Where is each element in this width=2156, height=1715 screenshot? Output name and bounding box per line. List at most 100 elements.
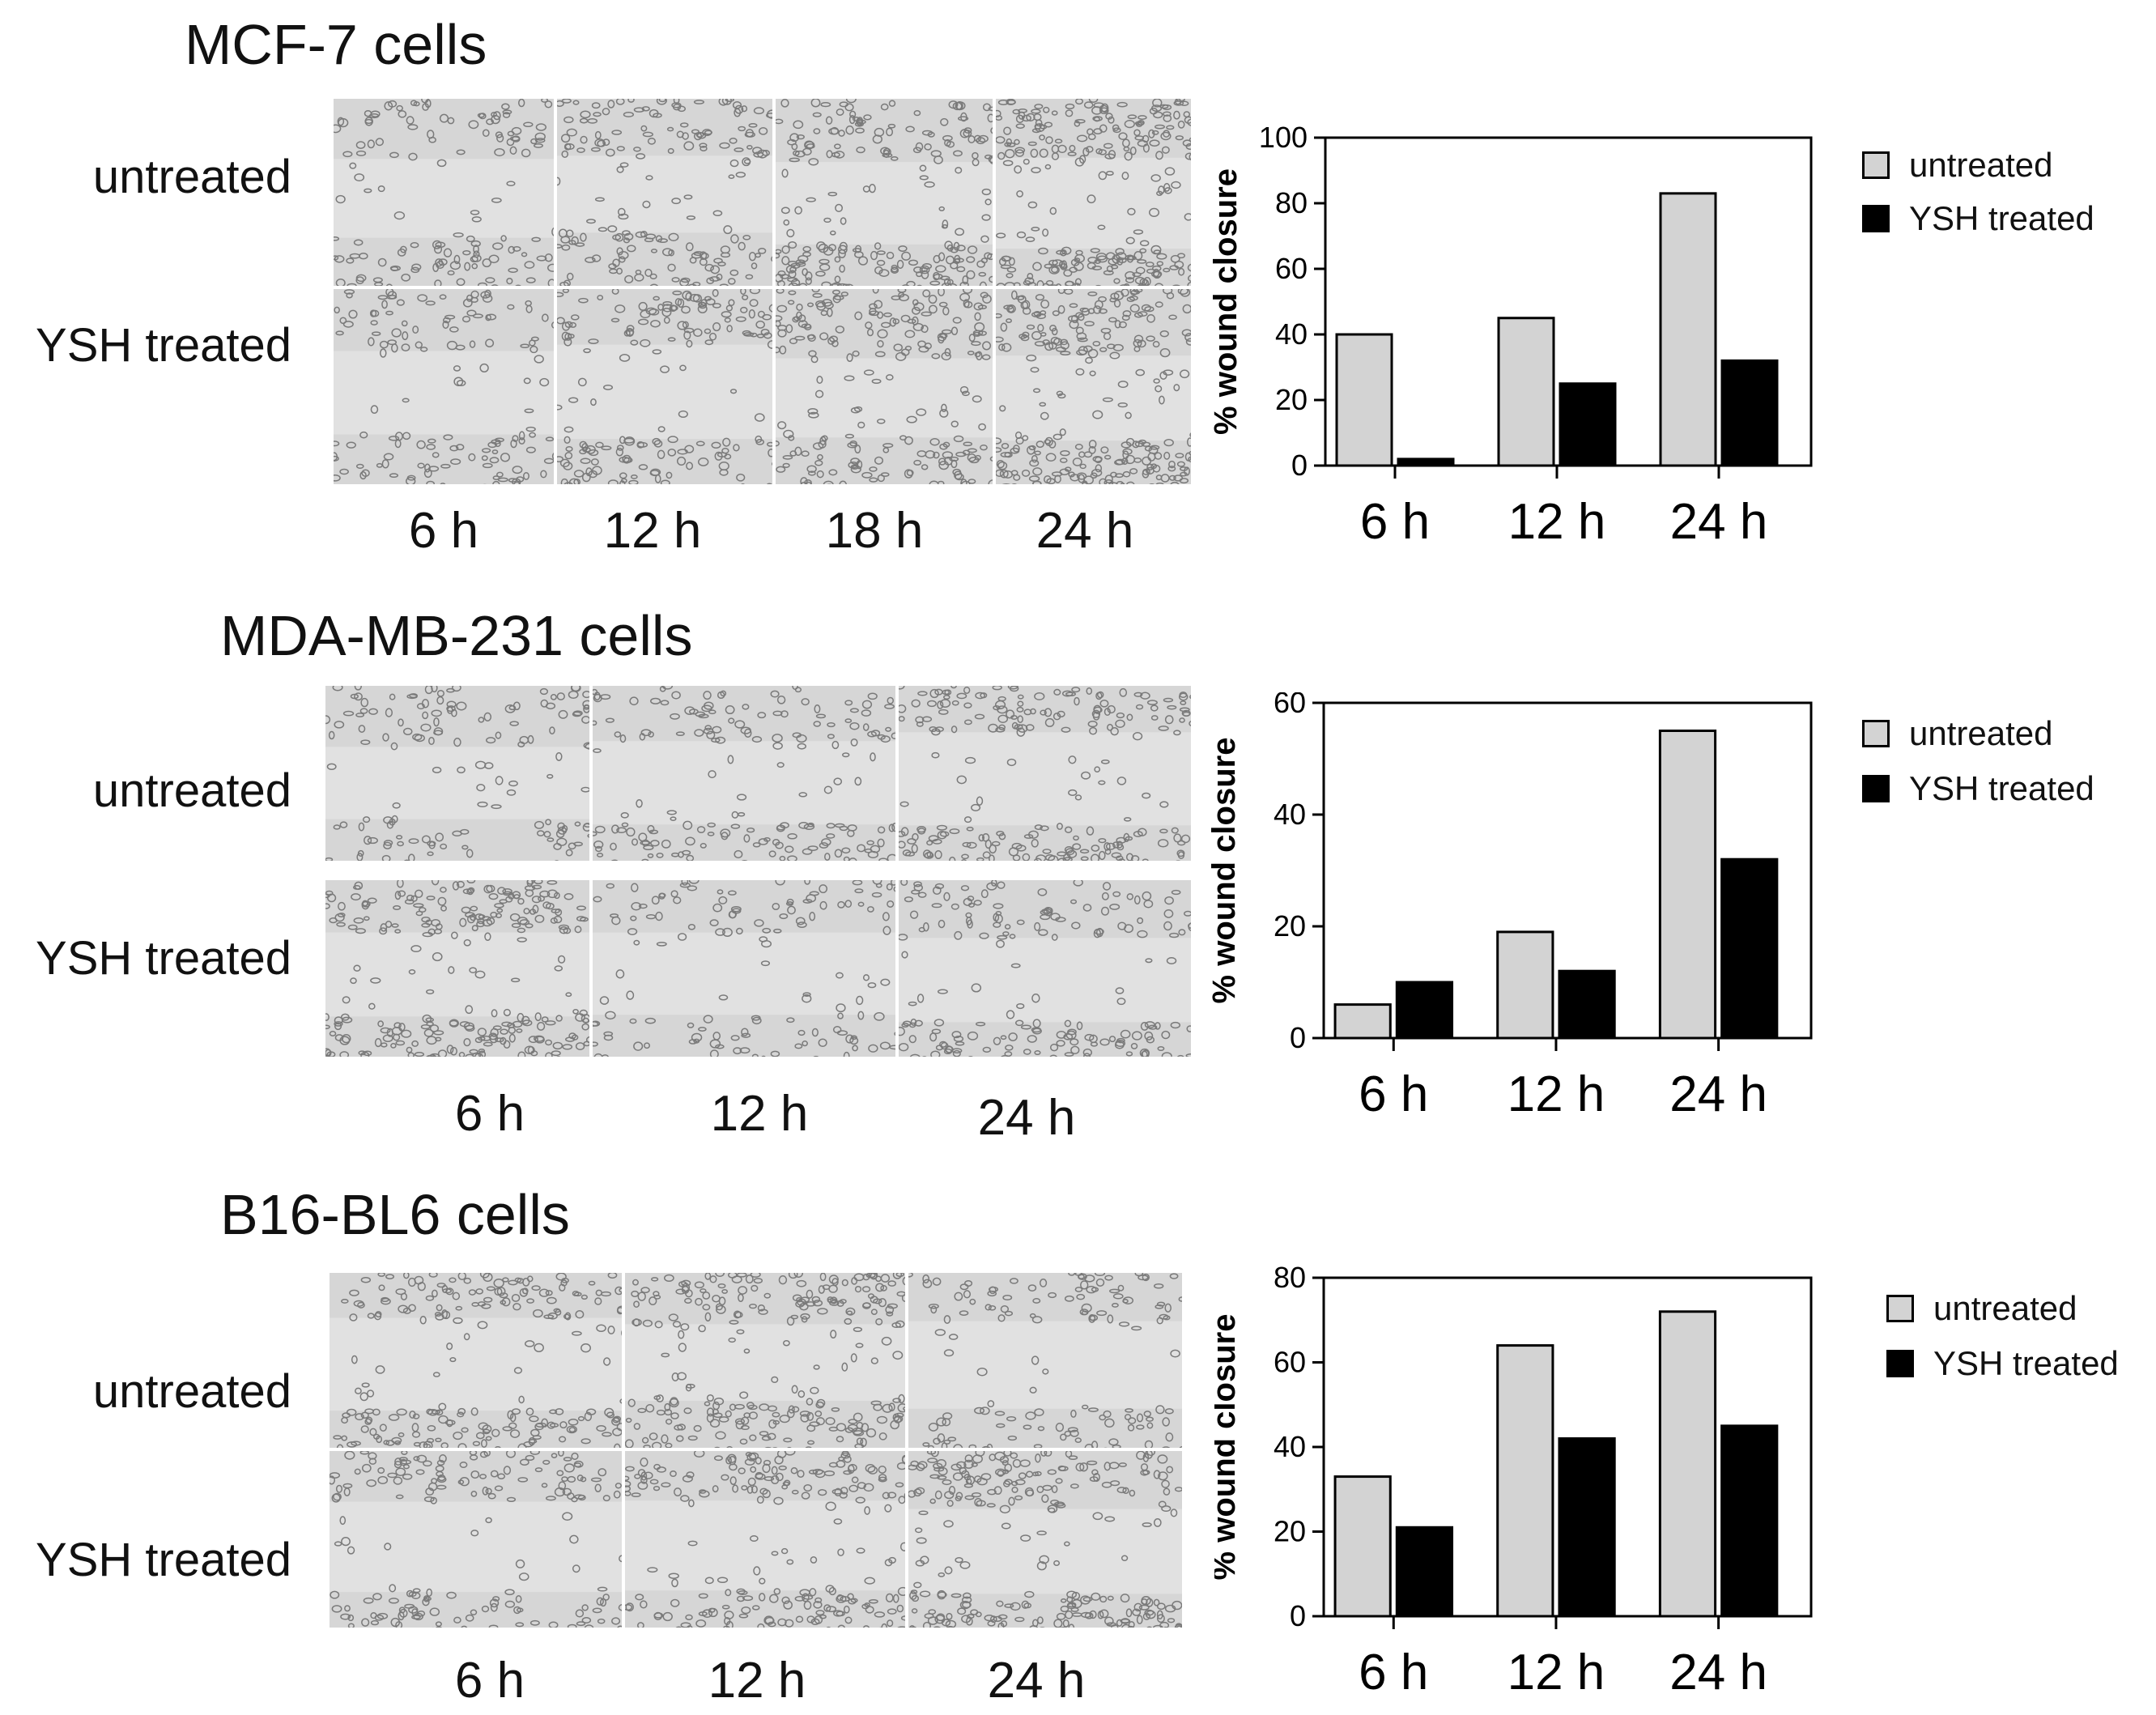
micrograph-texture xyxy=(593,880,895,1057)
micrograph-texture xyxy=(996,289,1191,484)
micrograph xyxy=(591,879,897,1058)
y-tick-label: 60 xyxy=(1275,252,1308,285)
x-tick-label: 12 h xyxy=(1508,494,1606,550)
time-label: 12 h xyxy=(708,1653,806,1709)
legend-label: untreated xyxy=(1933,1289,2077,1327)
micrograph xyxy=(774,287,994,486)
legend-label: YSH treated xyxy=(1909,769,2094,807)
bar-untreated-12h xyxy=(1497,317,1555,467)
legend-swatch xyxy=(1886,1350,1914,1377)
micrograph xyxy=(623,1449,907,1629)
x-tick-label: 6 h xyxy=(1359,1645,1428,1700)
legend-swatch xyxy=(1862,720,1890,747)
bar-chart-mdamb231: % wound closure 0 20 40 60 6 h 12 h 24 h xyxy=(1206,692,1813,1122)
micrograph-texture xyxy=(899,686,1191,861)
legend-item-treated: YSH treated xyxy=(1886,1344,2119,1383)
y-tick-label: 60 xyxy=(1274,692,1306,719)
bar-untreated-24h xyxy=(1658,1310,1717,1618)
row-label-treated: YSH treated xyxy=(36,1534,291,1586)
bar-untreated-6h xyxy=(1333,1475,1392,1618)
x-tick-label: 24 h xyxy=(1669,1645,1767,1700)
bar-treated-12h xyxy=(1559,382,1617,467)
micrograph xyxy=(555,97,774,287)
micrograph xyxy=(774,97,994,287)
legend-label: YSH treated xyxy=(1933,1344,2119,1382)
time-label: 18 h xyxy=(825,503,924,559)
micrograph xyxy=(328,1271,623,1449)
y-tick-label: 40 xyxy=(1275,317,1308,351)
micrograph-texture xyxy=(996,99,1191,286)
micrograph-texture xyxy=(908,1451,1182,1628)
row-label-treated: YSH treated xyxy=(36,932,291,985)
y-axis-label: % wound closure xyxy=(1214,1314,1242,1581)
legend-item-untreated: untreated xyxy=(1886,1289,2077,1328)
legend-swatch xyxy=(1862,205,1890,232)
bar-treated-24h xyxy=(1720,858,1779,1040)
x-tick-label: 24 h xyxy=(1670,494,1768,550)
y-axis-label: % wound closure xyxy=(1206,738,1242,1004)
x-tick-label: 6 h xyxy=(1359,1066,1428,1122)
legend-label: untreated xyxy=(1909,146,2053,184)
bar-treated-24h xyxy=(1720,359,1779,467)
micrograph-texture xyxy=(625,1273,905,1448)
bar-untreated-24h xyxy=(1659,192,1717,467)
micrograph xyxy=(907,1271,1184,1449)
panel-title: MCF-7 cells xyxy=(185,13,487,76)
micrograph-texture xyxy=(776,289,993,484)
time-label: 24 h xyxy=(987,1653,1086,1709)
row-label-treated: YSH treated xyxy=(36,319,291,372)
micrograph xyxy=(591,684,897,862)
row-label-untreated: untreated xyxy=(92,764,291,817)
micrograph-texture xyxy=(776,99,993,286)
time-label: 6 h xyxy=(408,503,479,559)
legend-item-treated: YSH treated xyxy=(1862,769,2094,808)
bar-treated-6h xyxy=(1395,981,1454,1040)
time-label: 6 h xyxy=(454,1653,525,1709)
time-label: 12 h xyxy=(603,503,702,559)
time-label: 6 h xyxy=(454,1086,525,1142)
y-tick-label: 0 xyxy=(1290,1021,1306,1054)
micrograph-texture xyxy=(334,289,554,484)
micrograph xyxy=(332,97,555,287)
y-tick-label: 20 xyxy=(1274,909,1306,943)
micrograph xyxy=(332,287,555,486)
time-label: 24 h xyxy=(977,1090,1076,1146)
micrograph-texture xyxy=(908,1273,1182,1448)
x-tick-label: 24 h xyxy=(1669,1066,1767,1122)
bar-treated-6h xyxy=(1397,457,1455,467)
x-tick-label: 12 h xyxy=(1507,1645,1605,1700)
y-tick-label: 80 xyxy=(1274,1261,1306,1294)
micrograph xyxy=(623,1271,907,1449)
micrograph-texture xyxy=(899,880,1191,1057)
bar-untreated-6h xyxy=(1335,333,1393,467)
y-tick-label: 80 xyxy=(1275,186,1308,219)
legend-item-untreated: untreated xyxy=(1862,146,2052,185)
bar-treated-12h xyxy=(1558,1437,1616,1618)
y-tick-label: 40 xyxy=(1274,798,1306,831)
micrograph xyxy=(324,684,591,862)
bar-untreated-6h xyxy=(1333,1003,1392,1040)
panel-title: B16-BL6 cells xyxy=(220,1183,570,1246)
bar-untreated-24h xyxy=(1658,730,1717,1040)
x-tick-label: 12 h xyxy=(1507,1066,1605,1122)
legend-label: YSH treated xyxy=(1909,199,2094,237)
y-tick-label: 0 xyxy=(1290,1599,1306,1632)
y-tick-label: 20 xyxy=(1275,383,1308,416)
time-label: 12 h xyxy=(710,1086,809,1142)
micrograph-texture xyxy=(593,686,895,861)
bar-untreated-12h xyxy=(1496,1344,1554,1618)
y-axis-label: % wound closure xyxy=(1208,168,1244,435)
micrograph-texture xyxy=(334,99,554,286)
bar-chart-b16bl6: % wound closure 0 20 40 60 80 6 h 12 h 24 h xyxy=(1214,1261,1813,1700)
panel-title: MDA-MB-231 cells xyxy=(220,604,693,667)
micrograph xyxy=(328,1449,623,1629)
bar-chart-mcf7: % wound closure 0 20 40 60 80 100 6 h 12 h 24 h xyxy=(1208,121,1813,550)
micrograph xyxy=(994,287,1193,486)
y-tick-label: 40 xyxy=(1274,1430,1306,1463)
micrograph xyxy=(555,287,774,486)
legend-swatch xyxy=(1862,775,1890,802)
micrograph-texture xyxy=(330,1451,622,1628)
y-tick-label: 0 xyxy=(1291,449,1308,482)
micrograph xyxy=(324,879,591,1058)
micrograph-texture xyxy=(557,99,772,286)
